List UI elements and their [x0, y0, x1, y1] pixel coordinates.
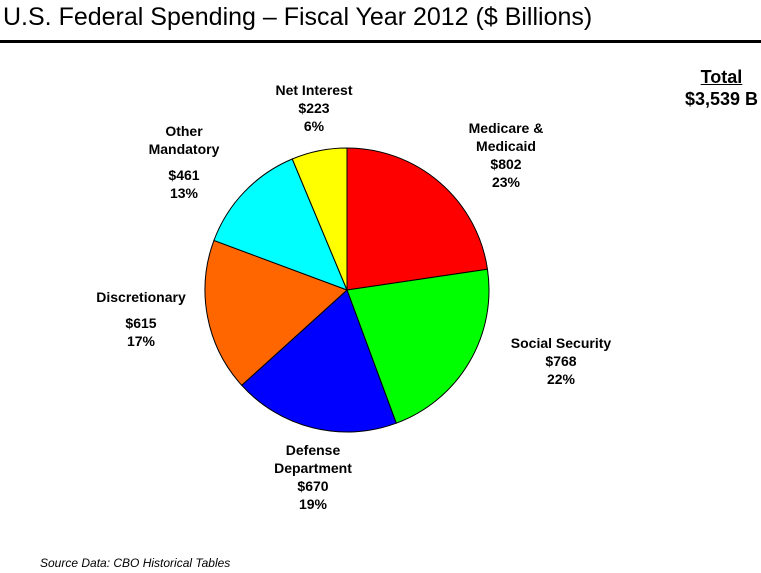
slice-label-other-mandatory: Other Mandatory $461 13% — [124, 122, 244, 202]
slice-percent: 17% — [126, 333, 156, 349]
pie-slice-defense — [240, 289, 397, 433]
slice-name: Discretionary — [96, 289, 186, 305]
pie-slice-other-mandatory — [213, 158, 348, 291]
total-label: Total — [700, 67, 743, 87]
pie-slice-medicare — [346, 147, 489, 291]
slice-label-discretionary: Discretionary $615 17% — [81, 288, 201, 350]
slice-name: Medicaid — [476, 138, 536, 154]
source-note: Source Data: CBO Historical Tables — [40, 556, 231, 570]
slice-amount: $768 — [545, 353, 577, 369]
slice-name: Mandatory — [148, 141, 220, 157]
slice-amount: $670 — [297, 478, 329, 494]
slice-name: Social Security — [510, 335, 612, 351]
slice-name: Net Interest — [275, 82, 353, 98]
slice-name: Department — [274, 460, 352, 476]
slice-percent: 13% — [169, 185, 199, 201]
slice-amount: $223 — [298, 100, 330, 116]
slice-amount: $461 — [168, 167, 200, 183]
slice-name: Other — [165, 123, 203, 139]
chart-title: U.S. Federal Spending – Fiscal Year 2012… — [3, 3, 593, 31]
pie-slice-net-interest — [291, 147, 348, 291]
total-box: Total $3,539 B — [685, 66, 758, 110]
slice-percent: 22% — [546, 371, 576, 387]
slice-amount: $615 — [125, 315, 157, 331]
slice-label-net-interest: Net Interest $223 6% — [254, 81, 374, 135]
pie-slice-discretionary — [204, 239, 348, 386]
slice-amount: $802 — [490, 156, 522, 172]
slice-label-medicare-medicaid: Medicare & Medicaid $802 23% — [446, 119, 566, 191]
slice-percent: 23% — [491, 174, 521, 190]
slice-name: Defense — [285, 442, 341, 458]
total-value: $3,539 B — [684, 89, 758, 109]
title-divider — [0, 40, 761, 43]
slice-name: Medicare & — [468, 120, 544, 136]
slice-percent: 19% — [298, 496, 328, 512]
slice-label-defense-department: Defense Department $670 19% — [253, 441, 373, 513]
slice-label-social-security: Social Security $768 22% — [496, 334, 626, 388]
slice-percent: 6% — [303, 118, 325, 134]
